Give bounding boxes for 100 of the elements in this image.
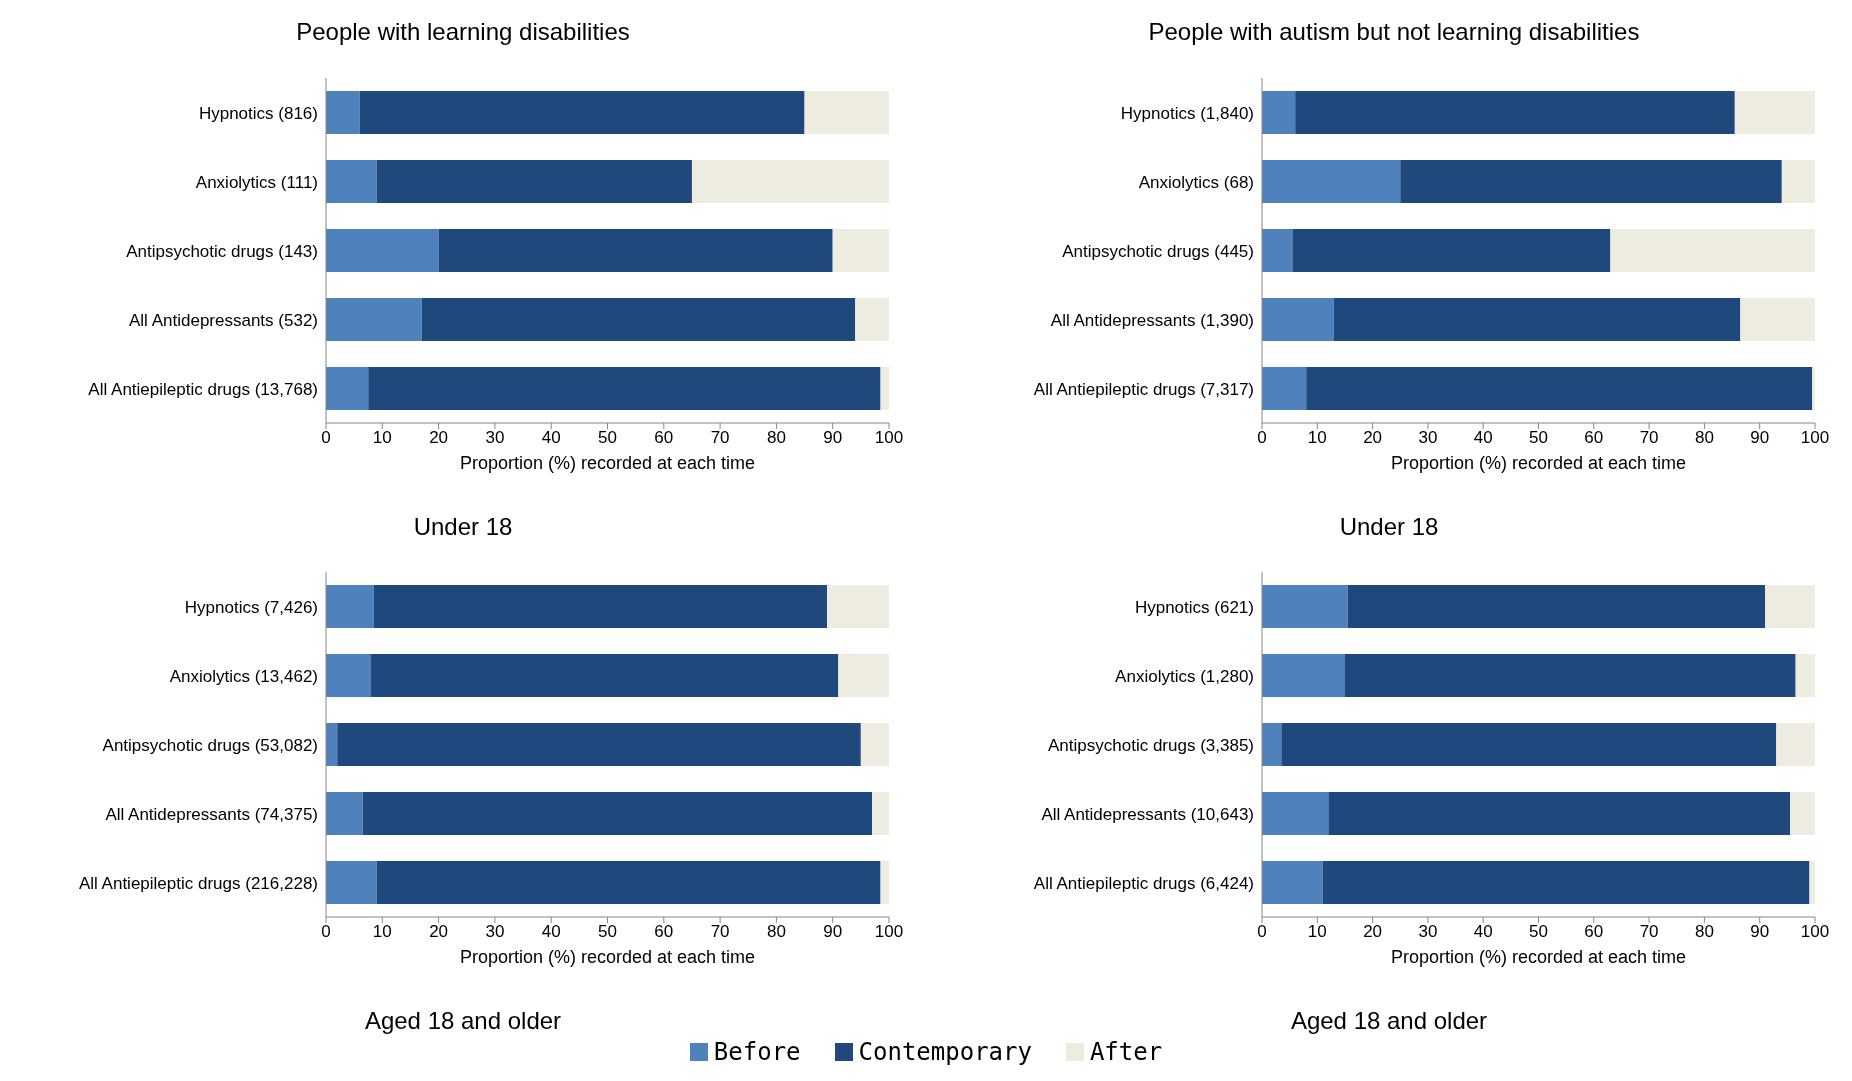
y-tick-label: All Antidepressants (532) bbox=[129, 310, 318, 330]
bar bbox=[1400, 160, 1782, 203]
y-tick-label: Anxiolytics (68) bbox=[1138, 172, 1254, 192]
bar bbox=[371, 654, 839, 697]
y-tick-label: Antipsychotic drugs (445) bbox=[1062, 241, 1254, 261]
bar bbox=[1790, 792, 1815, 835]
x-tick-label: 100 bbox=[1800, 922, 1830, 942]
bar bbox=[804, 91, 889, 134]
legend-label: Before bbox=[713, 1038, 801, 1066]
bar bbox=[1262, 298, 1334, 341]
bar bbox=[1262, 792, 1329, 835]
chart-title: People with learning disabilities bbox=[295, 18, 631, 46]
x-tick-label: 10 bbox=[1307, 922, 1327, 942]
bar bbox=[872, 792, 889, 835]
x-tick-label: 60 bbox=[1584, 922, 1604, 942]
bar bbox=[326, 367, 369, 410]
y-tick-label: Antipsychotic drugs (143) bbox=[126, 241, 318, 261]
x-tick-label: 40 bbox=[541, 428, 561, 448]
x-tick-label: 40 bbox=[1473, 428, 1493, 448]
x-tick-label: 100 bbox=[1800, 428, 1830, 448]
x-tick-label: 80 bbox=[766, 428, 786, 448]
x-axis-title: Proportion (%) recorded at each time bbox=[1389, 947, 1688, 968]
bar bbox=[326, 654, 372, 697]
x-tick-label: 0 bbox=[1257, 428, 1267, 448]
x-tick-label: 70 bbox=[1639, 428, 1659, 448]
bar bbox=[855, 298, 889, 341]
y-tick-label: All Antidepressants (10,643) bbox=[1041, 804, 1254, 824]
bar bbox=[1795, 654, 1815, 697]
y-tick-label: Hypnotics (7,426) bbox=[184, 597, 318, 617]
bar bbox=[1262, 861, 1323, 904]
x-tick-label: 80 bbox=[766, 922, 786, 942]
x-tick-label: 90 bbox=[823, 922, 843, 942]
bar bbox=[1262, 654, 1345, 697]
x-tick-label: 100 bbox=[874, 428, 904, 448]
bar bbox=[1295, 91, 1735, 134]
bar bbox=[326, 298, 422, 341]
bar bbox=[1344, 654, 1796, 697]
bar bbox=[326, 229, 439, 272]
text: Under 18 bbox=[412, 513, 514, 541]
bar bbox=[880, 367, 889, 410]
x-tick-label: 10 bbox=[372, 428, 392, 448]
bar bbox=[1262, 585, 1348, 628]
x-tick-label: 0 bbox=[321, 428, 331, 448]
y-tick-label: All Antiepileptic drugs (216,228) bbox=[78, 873, 318, 893]
y-tick-label: Antipsychotic drugs (53,082) bbox=[102, 735, 318, 755]
bar bbox=[373, 585, 828, 628]
y-tick-label: Anxiolytics (1,280) bbox=[1115, 666, 1254, 686]
y-tick-label: All Antiepileptic drugs (13,768) bbox=[88, 379, 318, 399]
x-tick-label: 20 bbox=[429, 922, 449, 942]
bar bbox=[1262, 91, 1296, 134]
bar bbox=[326, 91, 360, 134]
x-tick-label: 10 bbox=[372, 922, 392, 942]
x-tick-label: 90 bbox=[1750, 428, 1770, 448]
bar bbox=[1262, 229, 1293, 272]
bar bbox=[1740, 298, 1815, 341]
x-tick-label: 30 bbox=[485, 922, 505, 942]
y-tick-label: All Antiepileptic drugs (7,317) bbox=[1033, 379, 1254, 399]
bar bbox=[1292, 229, 1611, 272]
y-tick-label: Hypnotics (1,840) bbox=[1120, 103, 1254, 123]
x-tick-label: 10 bbox=[1307, 428, 1327, 448]
text: Under 18 bbox=[1338, 513, 1440, 541]
x-tick-label: 70 bbox=[710, 428, 730, 448]
x-tick-label: 50 bbox=[1529, 922, 1548, 942]
y-tick-label: Antipsychotic drugs (3,385) bbox=[1048, 735, 1254, 755]
x-tick-label: 90 bbox=[1750, 922, 1770, 942]
x-axis-title: Proportion (%) recorded at each time bbox=[458, 947, 757, 968]
bar bbox=[827, 585, 889, 628]
x-tick-label: 50 bbox=[598, 428, 617, 448]
y-tick-label: Anxiolytics (13,462) bbox=[169, 666, 318, 686]
bar bbox=[1347, 585, 1766, 628]
x-tick-label: 60 bbox=[654, 922, 674, 942]
y-tick-label: All Antidepressants (1,390) bbox=[1050, 310, 1254, 330]
bar bbox=[832, 229, 889, 272]
text: Aged 18 and older bbox=[1289, 1007, 1489, 1035]
bar bbox=[1610, 229, 1815, 272]
bar bbox=[359, 91, 805, 134]
bar bbox=[1765, 585, 1815, 628]
bar bbox=[1262, 367, 1307, 410]
x-tick-label: 30 bbox=[485, 428, 505, 448]
x-tick-label: 60 bbox=[654, 428, 674, 448]
bar bbox=[438, 229, 833, 272]
x-tick-label: 20 bbox=[429, 428, 449, 448]
bar bbox=[1262, 723, 1282, 766]
x-tick-label: 100 bbox=[874, 922, 904, 942]
bar bbox=[376, 861, 881, 904]
bar bbox=[362, 792, 873, 835]
chart-title: People with autism but not learning disabilities bbox=[1147, 18, 1641, 46]
legend-label: After bbox=[1089, 1038, 1163, 1066]
x-tick-label: 20 bbox=[1363, 922, 1383, 942]
x-tick-label: 60 bbox=[1584, 428, 1604, 448]
bar bbox=[1306, 367, 1813, 410]
bar bbox=[1333, 298, 1741, 341]
x-tick-label: 0 bbox=[321, 922, 331, 942]
bar bbox=[1281, 723, 1777, 766]
bar bbox=[337, 723, 861, 766]
bar bbox=[880, 861, 889, 904]
bar bbox=[1812, 367, 1815, 410]
bar bbox=[326, 160, 377, 203]
x-tick-label: 20 bbox=[1363, 428, 1383, 448]
y-tick-label: Anxiolytics (111) bbox=[195, 172, 318, 192]
